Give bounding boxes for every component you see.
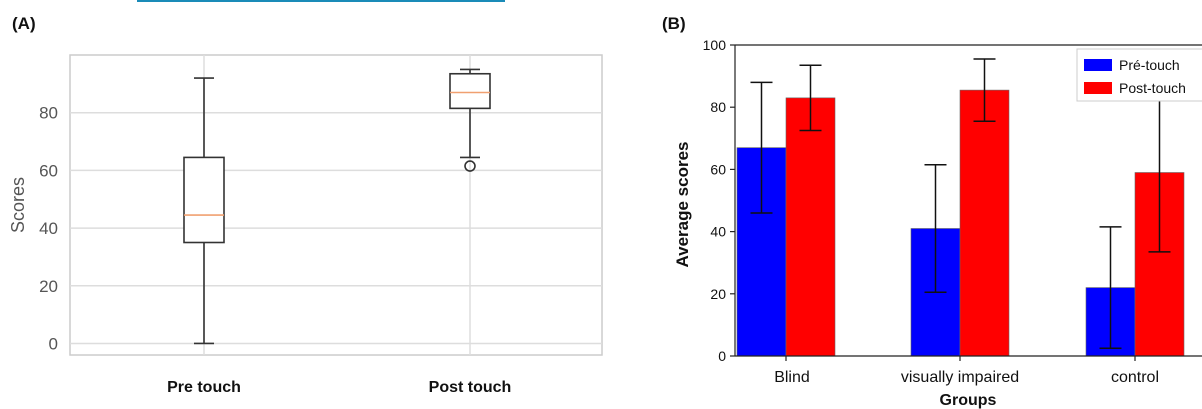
- outlier-point: [464, 160, 476, 172]
- y-tick-label-b: 20: [710, 286, 726, 302]
- y-tick-label-b: 100: [703, 37, 727, 53]
- legend-label: Pré-touch: [1119, 57, 1180, 73]
- x-tick-label-b: Blind: [774, 369, 810, 386]
- y-tick-label-a: 60: [39, 161, 58, 180]
- x-tick-label-b: visually impaired: [901, 369, 1019, 386]
- box-plot-chart: 0 20 40 60 80 Scores Pre touch Post touch: [8, 54, 603, 396]
- x-tick-label-a: Post touch: [429, 379, 512, 396]
- panel-label-a: (A): [12, 14, 36, 33]
- legend-label: Post-touch: [1119, 80, 1186, 96]
- bar-post: [785, 97, 836, 357]
- y-axis-title-b: Average scores: [673, 141, 692, 267]
- y-tick-label-b: 80: [710, 99, 726, 115]
- box-iqr: [449, 72, 491, 110]
- x-axis-title-b: Groups: [940, 392, 997, 409]
- y-tick-label-a: 0: [49, 334, 58, 353]
- legend-swatch: [1084, 82, 1112, 94]
- y-tick-label-b: 40: [710, 224, 726, 240]
- bar-post: [959, 89, 1010, 357]
- panel-label-b: (B): [662, 14, 686, 33]
- y-axis-title-a: Scores: [8, 177, 28, 233]
- y-tick-label-a: 40: [39, 219, 58, 238]
- plot-area-a: [69, 54, 603, 356]
- y-tick-label-a: 80: [39, 104, 58, 123]
- y-tick-label-b: 60: [710, 161, 726, 177]
- x-tick-label-b: control: [1111, 369, 1159, 386]
- top-rule: [137, 0, 505, 2]
- legend-swatch: [1084, 59, 1112, 71]
- y-tick-label-a: 20: [39, 277, 58, 296]
- x-tick-label-a: Pre touch: [167, 379, 241, 396]
- y-tick-label-b: 0: [718, 348, 726, 364]
- box-iqr: [183, 156, 225, 244]
